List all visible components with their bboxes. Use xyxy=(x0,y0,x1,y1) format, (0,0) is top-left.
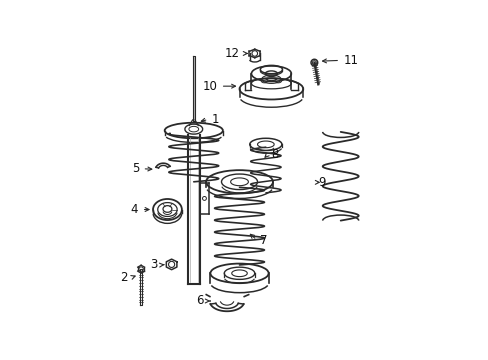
Text: 3: 3 xyxy=(150,258,158,271)
Text: 8: 8 xyxy=(271,148,278,161)
Text: 1: 1 xyxy=(211,113,219,126)
Text: 5: 5 xyxy=(132,162,139,175)
Text: 9: 9 xyxy=(318,176,325,189)
Text: 2: 2 xyxy=(121,271,128,284)
Text: 12: 12 xyxy=(224,47,240,60)
Text: 6: 6 xyxy=(196,294,203,307)
Text: 7: 7 xyxy=(260,234,267,247)
Text: 11: 11 xyxy=(343,54,358,67)
Text: 10: 10 xyxy=(202,80,217,93)
Text: 4: 4 xyxy=(131,203,138,216)
